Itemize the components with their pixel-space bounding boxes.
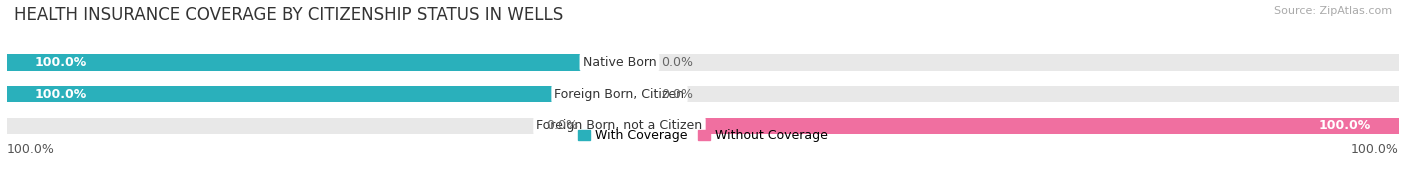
Text: 100.0%: 100.0% (1319, 119, 1371, 132)
Bar (7, 54, 620, 71)
Text: Foreign Born, not a Citizen: Foreign Born, not a Citizen (537, 119, 703, 132)
Text: Native Born: Native Born (582, 56, 657, 69)
Bar (7, 86, 620, 102)
Text: 100.0%: 100.0% (1351, 143, 1399, 156)
Bar (585, 118, 620, 134)
Bar (620, 54, 654, 71)
Text: HEALTH INSURANCE COVERAGE BY CITIZENSHIP STATUS IN WELLS: HEALTH INSURANCE COVERAGE BY CITIZENSHIP… (14, 6, 564, 24)
Bar (620, 86, 654, 102)
Text: 100.0%: 100.0% (35, 88, 87, 101)
Text: 100.0%: 100.0% (7, 143, 55, 156)
Legend: With Coverage, Without Coverage: With Coverage, Without Coverage (572, 124, 834, 147)
Bar (7, 86, 1399, 102)
Text: 100.0%: 100.0% (35, 56, 87, 69)
Text: Source: ZipAtlas.com: Source: ZipAtlas.com (1274, 6, 1392, 16)
Bar (620, 118, 1399, 134)
Bar (7, 54, 1399, 71)
Bar (7, 118, 1399, 134)
Text: 0.0%: 0.0% (661, 56, 693, 69)
Text: Foreign Born, Citizen: Foreign Born, Citizen (554, 88, 685, 101)
Text: 0.0%: 0.0% (661, 88, 693, 101)
Text: 0.0%: 0.0% (546, 119, 578, 132)
